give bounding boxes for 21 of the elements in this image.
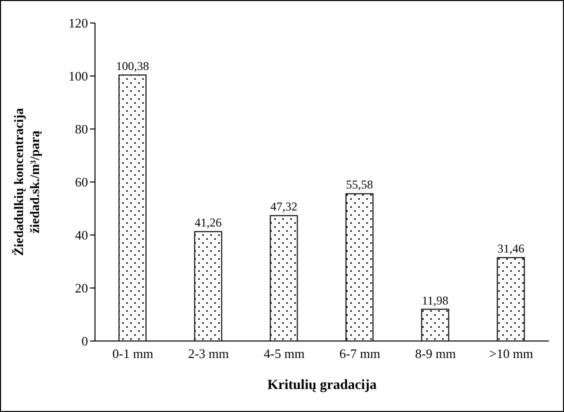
x-axis-title: Kritulių gradacija <box>267 378 377 393</box>
x-tick-label: 2-3 mm <box>188 346 229 362</box>
y-tick-label: 40 <box>75 228 88 243</box>
x-tick-label: 8-9 mm <box>415 346 456 362</box>
y-tick-label: 120 <box>68 16 88 31</box>
x-tick-label: 4-5 mm <box>264 346 305 362</box>
x-tick-label: 6-7 mm <box>339 346 380 362</box>
y-tick-label: 80 <box>75 122 88 137</box>
data-label: 41,26 <box>194 216 222 230</box>
x-tick-label: 0-1 mm <box>112 346 154 362</box>
data-label: 11,98 <box>422 293 448 308</box>
y-tick-label: 20 <box>75 280 88 296</box>
y-tick-label: 60 <box>75 174 88 190</box>
y-axis-title: Žiedadulkių koncentracija žiedad.sk./m³/parą <box>11 108 42 256</box>
y-tick-label: 100 <box>68 68 88 84</box>
data-label: 100,38 <box>116 58 149 73</box>
y-tick-label: 0 <box>82 334 88 349</box>
data-label: 47,32 <box>270 200 298 214</box>
x-tick-label: >10 mm <box>489 346 534 362</box>
data-label: 31,46 <box>497 242 524 256</box>
data-label: 55,58 <box>346 178 373 192</box>
